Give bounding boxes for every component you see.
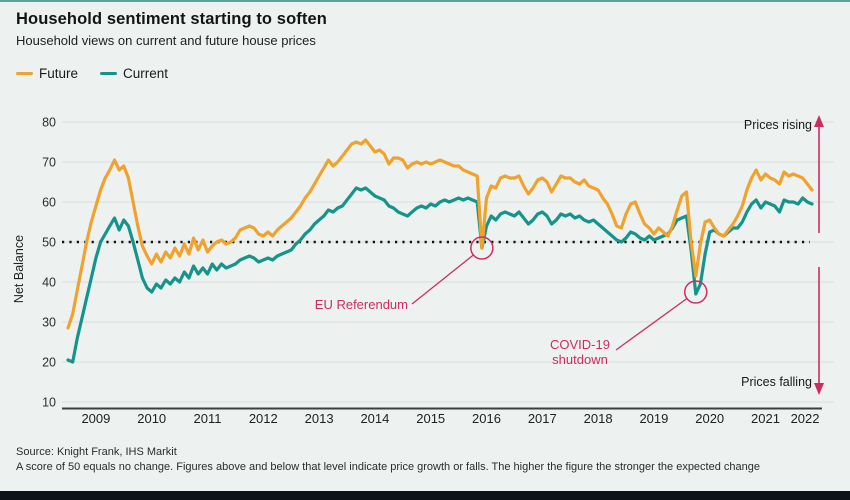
source-line: Source: Knight Frank, IHS Markit xyxy=(16,446,177,458)
x-tick-label-2021: 2021 xyxy=(751,411,780,426)
eu-referendum-circle xyxy=(470,236,494,260)
prices-rising-label: Prices rising xyxy=(743,118,812,132)
legend-item-current: Current xyxy=(100,66,168,81)
prices-falling-arrowhead xyxy=(814,383,824,395)
y-tick-label-50: 50 xyxy=(42,236,56,250)
prices-rising-arrowhead xyxy=(814,115,824,127)
y-tick-label-40: 40 xyxy=(42,276,56,290)
x-tick-label-2016: 2016 xyxy=(472,411,501,426)
future-line-swatch xyxy=(16,71,33,76)
legend-label-current: Current xyxy=(123,66,169,81)
covid-shutdown-annotation: COVID-19 shutdown xyxy=(538,337,622,367)
covid-shutdown-leader-line xyxy=(615,297,688,351)
x-tick-label-2022: 2022 xyxy=(791,411,820,426)
x-tick-label-2012: 2012 xyxy=(249,411,278,426)
y-tick-label-20: 20 xyxy=(42,356,56,370)
x-tick-label-2013: 2013 xyxy=(305,411,334,426)
x-tick-label-2019: 2019 xyxy=(639,411,668,426)
y-tick-label-60: 60 xyxy=(42,196,56,210)
current-line-swatch xyxy=(100,71,118,76)
legend: Future Current xyxy=(16,66,168,81)
covid-shutdown-circle xyxy=(684,280,708,304)
x-tick-label-2011: 2011 xyxy=(194,411,222,426)
y-tick-label-10: 10 xyxy=(42,396,56,410)
x-tick-label-2009: 2009 xyxy=(81,411,110,426)
x-tick-label-2015: 2015 xyxy=(416,411,445,426)
covid-annotation-line1: COVID-19 xyxy=(550,337,610,352)
y-tick-label-70: 70 xyxy=(42,156,56,170)
legend-item-future: Future xyxy=(16,66,78,81)
y-tick-label-80: 80 xyxy=(42,116,56,130)
prices-falling-label: Prices falling xyxy=(741,375,812,389)
eu-referendum-leader-line xyxy=(411,254,474,305)
eu-referendum-annotation: EU Referendum xyxy=(314,297,408,312)
x-tick-label-2018: 2018 xyxy=(584,411,613,426)
x-tick-label-2010: 2010 xyxy=(137,411,166,426)
y-axis-label: Net Balance xyxy=(12,234,26,304)
x-tick-label-2017: 2017 xyxy=(528,411,557,426)
footnote-line: A score of 50 equals no change. Figures … xyxy=(16,461,760,473)
page-title: Household sentiment starting to soften xyxy=(16,10,327,28)
x-tick-label-2014: 2014 xyxy=(360,411,389,426)
current-line xyxy=(66,186,814,364)
x-tick-label-2020: 2020 xyxy=(695,411,724,426)
bottom-bar xyxy=(0,491,850,500)
top-accent-bar xyxy=(0,0,850,2)
legend-label-future: Future xyxy=(39,66,79,81)
covid-annotation-line2: shutdown xyxy=(552,352,608,367)
future-line xyxy=(66,138,814,330)
chart-subtitle: Household views on current and future ho… xyxy=(16,33,316,48)
y-tick-label-30: 30 xyxy=(42,316,56,330)
